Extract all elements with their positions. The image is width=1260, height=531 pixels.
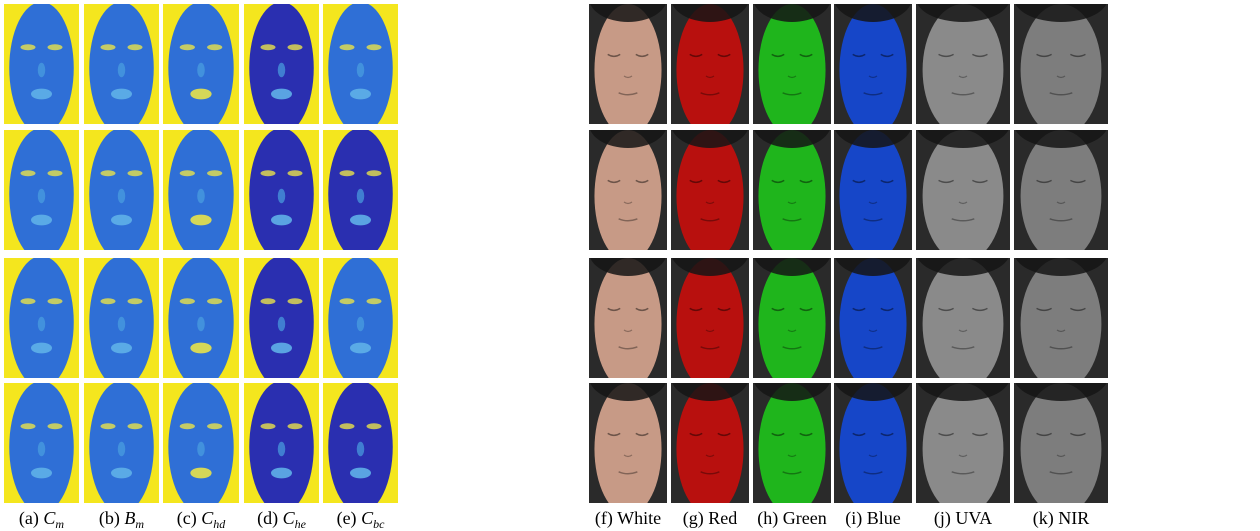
tile-cbc bbox=[323, 130, 398, 250]
tile-uva bbox=[916, 4, 1010, 124]
tile-green bbox=[753, 130, 831, 250]
caption-uva: (j) UVA bbox=[934, 508, 992, 529]
tile-nir bbox=[1014, 383, 1108, 503]
tile-cm bbox=[4, 130, 79, 250]
tile-uva bbox=[916, 130, 1010, 250]
tile-white bbox=[589, 130, 667, 250]
tile-white bbox=[589, 258, 667, 378]
tile-green bbox=[753, 258, 831, 378]
caption-chd: (c) Chd bbox=[177, 508, 227, 531]
tile-chd bbox=[163, 4, 239, 124]
caption-cbc: (e) Cbc bbox=[337, 508, 386, 531]
tile-white bbox=[589, 383, 667, 503]
tile-cm bbox=[4, 258, 79, 378]
tile-cm bbox=[4, 383, 79, 503]
tile-blue bbox=[834, 383, 912, 503]
caption-green: (h) Green bbox=[757, 508, 826, 529]
tile-uva bbox=[916, 383, 1010, 503]
tile-red bbox=[671, 4, 749, 124]
tile-blue bbox=[834, 4, 912, 124]
tile-che bbox=[244, 130, 319, 250]
tile-green bbox=[753, 4, 831, 124]
tile-cbc bbox=[323, 4, 398, 124]
tile-che bbox=[244, 383, 319, 503]
tile-bm bbox=[84, 130, 159, 250]
tile-cbc bbox=[323, 258, 398, 378]
tile-nir bbox=[1014, 4, 1108, 124]
tile-cm bbox=[4, 4, 79, 124]
tile-blue bbox=[834, 258, 912, 378]
tile-bm bbox=[84, 258, 159, 378]
tile-red bbox=[671, 130, 749, 250]
tile-cbc bbox=[323, 383, 398, 503]
tile-white bbox=[589, 4, 667, 124]
tile-chd bbox=[163, 130, 239, 250]
tile-green bbox=[753, 383, 831, 503]
tile-uva bbox=[916, 258, 1010, 378]
tile-blue bbox=[834, 130, 912, 250]
tile-che bbox=[244, 4, 319, 124]
tile-nir bbox=[1014, 258, 1108, 378]
tile-red bbox=[671, 258, 749, 378]
caption-nir: (k) NIR bbox=[1033, 508, 1090, 529]
tile-bm bbox=[84, 383, 159, 503]
tile-chd bbox=[163, 258, 239, 378]
column-captions: (a) Cm (b) Bm (c) Chd (d) Che (e) Cbc (f) Whi… bbox=[19, 508, 1089, 531]
tile-che bbox=[244, 258, 319, 378]
caption-che: (d) Che bbox=[257, 508, 307, 531]
tile-nir bbox=[1014, 130, 1108, 250]
tile-bm bbox=[84, 4, 159, 124]
tile-chd bbox=[163, 383, 239, 503]
caption-white: (f) White bbox=[595, 508, 661, 529]
caption-red: (g) Red bbox=[683, 508, 738, 529]
caption-cm: (a) Cm bbox=[19, 508, 65, 531]
image-tiles bbox=[4, 4, 1108, 503]
caption-blue: (i) Blue bbox=[845, 508, 901, 529]
tile-red bbox=[671, 383, 749, 503]
caption-bm: (b) Bm bbox=[99, 508, 145, 531]
